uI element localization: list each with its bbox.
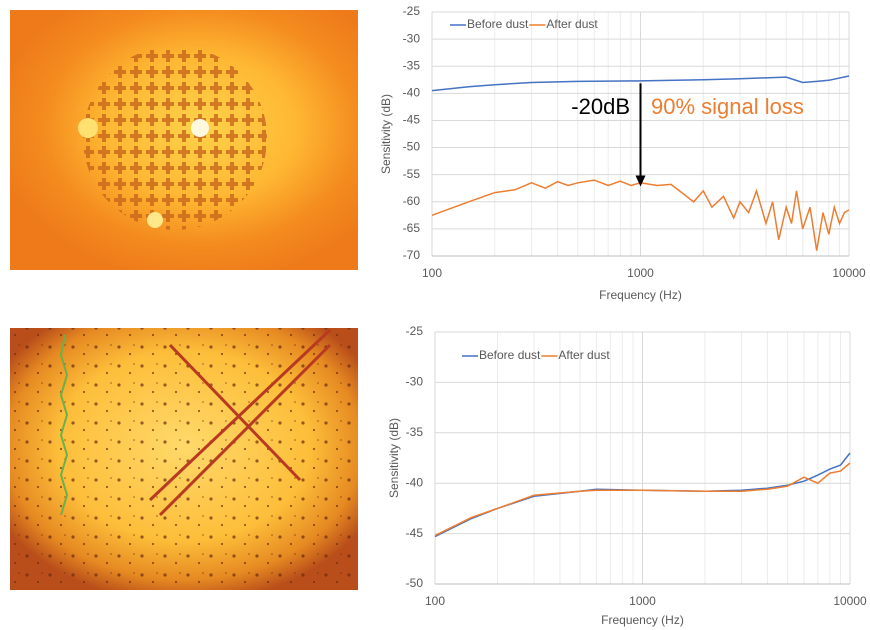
legend-label: After dust [546,17,598,31]
x-tick-label: 1000 [629,594,656,608]
x-tick-label: 100 [422,266,442,280]
series-line [431,75,850,92]
arrow-head [635,175,646,187]
photo-top [10,10,358,270]
y-tick-label: -50 [403,140,421,154]
y-tick-label: -40 [406,475,424,489]
legend-label: Before dust [479,348,541,362]
y-tick-label: -40 [403,86,421,100]
y-tick-label: -30 [403,31,421,45]
legend-label: After dust [558,348,610,362]
legend-label: Before dust [467,17,529,31]
y-tick-label: -45 [406,526,424,540]
y-tick-label: -55 [403,167,421,181]
x-tick-label: 10000 [833,594,867,608]
photo-bottom [10,328,358,590]
x-tick-label: 100 [425,594,445,608]
y-tick-label: -30 [406,375,424,389]
x-axis-label: Frequency (Hz) [601,613,684,627]
annotation: 90% signal loss [651,94,804,119]
y-axis-label: Sensitivity (dB) [379,94,393,174]
y-tick-label: -25 [403,4,421,18]
x-tick-label: 1000 [627,266,654,280]
series-line [434,462,851,537]
series-line [431,179,850,251]
annotation: -20dB [571,94,630,119]
y-tick-label: -60 [403,194,421,208]
y-tick-label: -35 [406,425,424,439]
y-tick-label: -70 [403,248,421,262]
x-axis-label: Frequency (Hz) [599,288,682,302]
y-tick-label: -45 [403,113,421,127]
y-tick-label: -35 [403,58,421,72]
x-tick-label: 10000 [832,266,866,280]
y-tick-label: -50 [406,576,424,590]
y-axis-label: Sensitivity (dB) [387,418,401,498]
y-tick-label: -65 [403,221,421,235]
y-tick-label: -25 [406,324,424,338]
